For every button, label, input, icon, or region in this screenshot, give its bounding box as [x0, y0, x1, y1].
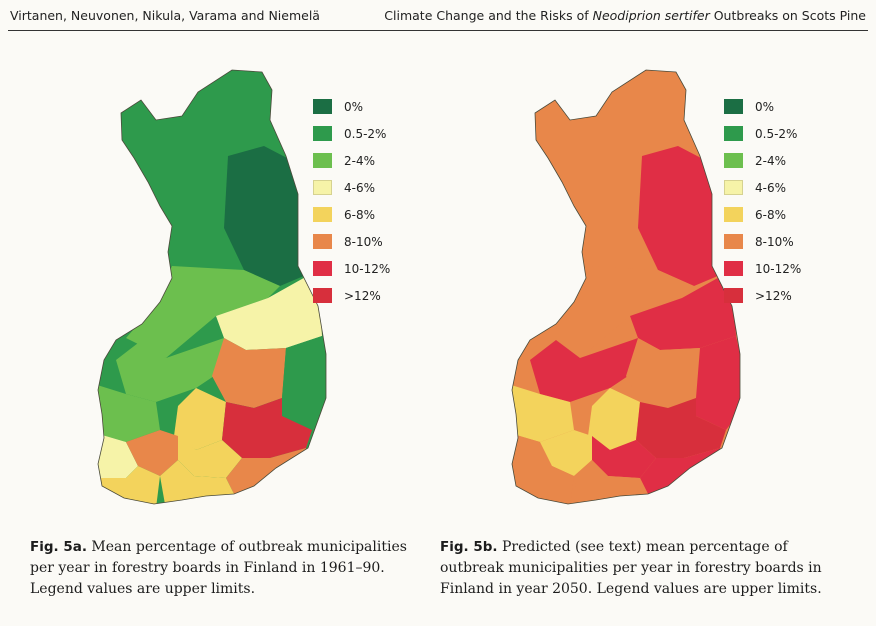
legend-item: 0.5-2%	[724, 120, 801, 147]
legend-swatch	[724, 180, 743, 195]
legend-label: 0%	[344, 99, 364, 114]
legend-swatch	[313, 99, 332, 114]
legend-swatch	[313, 261, 332, 276]
region-hame	[592, 436, 656, 478]
legend-label: 10-12%	[755, 261, 802, 276]
legend-swatch	[313, 234, 332, 249]
region-central-finland	[174, 388, 226, 450]
legend-swatch	[724, 99, 743, 114]
legend-label: 2-4%	[344, 153, 376, 168]
header-title-post: Outbreaks on Scots Pine	[709, 8, 866, 23]
header-title-species: Neodiprion sertifer	[592, 8, 710, 23]
legend-label: 6-8%	[344, 207, 376, 222]
legend-b: 0% 0.5-2% 2-4% 4-6% 6-8% 8-10% 10-12% >1…	[724, 93, 801, 309]
region-central-ostrobothnia	[530, 338, 640, 402]
legend-label: 2-4%	[755, 153, 787, 168]
legend-swatch	[313, 180, 332, 195]
legend-label: 4-6%	[755, 180, 787, 195]
legend-label: 0.5-2%	[344, 126, 387, 141]
region-central-finland	[588, 388, 640, 450]
region-south-savo	[636, 398, 726, 458]
region-pirkanmaa	[126, 430, 178, 476]
region-south-ostrobothnia	[98, 384, 160, 442]
region-north-karelia	[282, 336, 326, 430]
legend-item: 4-6%	[724, 174, 801, 201]
legend-swatch	[724, 261, 743, 276]
page-header: Virtanen, Neuvonen, Nikula, Varama and N…	[8, 0, 868, 31]
legend-item: 4-6%	[313, 174, 390, 201]
region-north-savo	[212, 338, 286, 408]
caption-fig-5b-label: Fig. 5b.	[440, 539, 498, 555]
legend-label: 8-10%	[344, 234, 383, 249]
caption-fig-5b: Fig. 5b. Predicted (see text) mean perce…	[440, 537, 840, 600]
legend-label: 6-8%	[755, 207, 787, 222]
legend-swatch	[724, 153, 743, 168]
region-north-karelia	[696, 336, 740, 430]
caption-fig-5a-text: Mean percentage of outbreak municipaliti…	[30, 539, 407, 597]
region-pirkanmaa	[540, 430, 592, 476]
legend-swatch	[313, 207, 332, 222]
legend-label: >12%	[755, 288, 792, 303]
header-title-pre: Climate Change and the Risks of	[384, 8, 593, 23]
region-hame	[178, 436, 242, 478]
legend-item: 0%	[724, 93, 801, 120]
legend-item: 2-4%	[313, 147, 390, 174]
region-south-ostrobothnia	[512, 384, 574, 442]
region-central-ostrobothnia	[116, 338, 226, 402]
legend-swatch	[724, 234, 743, 249]
legend-item: 2-4%	[724, 147, 801, 174]
header-authors: Virtanen, Neuvonen, Nikula, Varama and N…	[10, 8, 320, 23]
map-finland-2050	[511, 69, 741, 505]
legend-item: >12%	[313, 282, 390, 309]
caption-fig-5a-label: Fig. 5a.	[30, 539, 87, 555]
legend-label: 8-10%	[755, 234, 794, 249]
region-satakunta	[98, 432, 138, 478]
legend-swatch	[724, 288, 743, 303]
legend-a: 0% 0.5-2% 2-4% 4-6% 6-8% 8-10% 10-12% >1…	[313, 93, 390, 309]
region-south-savo	[222, 398, 312, 458]
legend-item: 0.5-2%	[313, 120, 390, 147]
legend-label: 0%	[755, 99, 775, 114]
legend-swatch	[313, 126, 332, 141]
legend-item: 8-10%	[724, 228, 801, 255]
region-kainuu	[630, 270, 736, 350]
caption-fig-5a: Fig. 5a. Mean percentage of outbreak mun…	[30, 537, 420, 600]
legend-label: 10-12%	[344, 261, 391, 276]
map-finland-1961-90	[97, 69, 327, 505]
header-title: Climate Change and the Risks of Neodipri…	[384, 8, 866, 23]
legend-label: 4-6%	[344, 180, 376, 195]
legend-swatch	[313, 153, 332, 168]
legend-item: 6-8%	[313, 201, 390, 228]
legend-item: 6-8%	[724, 201, 801, 228]
region-north-savo	[626, 338, 700, 408]
legend-item: 10-12%	[313, 255, 390, 282]
legend-swatch	[313, 288, 332, 303]
legend-item: >12%	[724, 282, 801, 309]
legend-item: 10-12%	[724, 255, 801, 282]
region-satakunta	[512, 432, 552, 478]
legend-swatch	[724, 126, 743, 141]
region-kainuu	[216, 270, 322, 350]
legend-label: 0.5-2%	[755, 126, 798, 141]
legend-item: 8-10%	[313, 228, 390, 255]
legend-swatch	[724, 207, 743, 222]
caption-fig-5b-text: Predicted (see text) mean percentage of …	[440, 539, 822, 597]
legend-label: >12%	[344, 288, 381, 303]
legend-item: 0%	[313, 93, 390, 120]
